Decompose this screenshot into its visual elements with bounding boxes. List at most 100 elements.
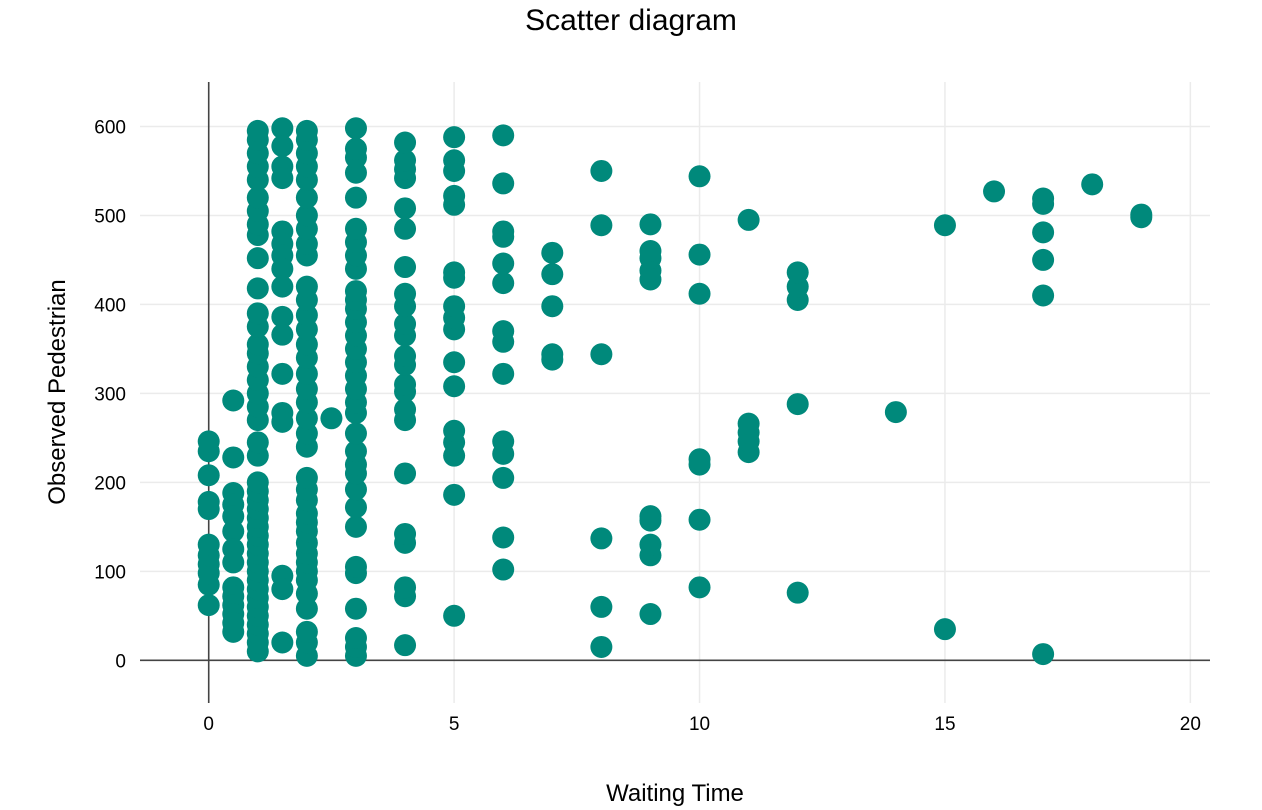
data-point bbox=[271, 410, 294, 433]
data-point bbox=[271, 135, 294, 158]
data-point bbox=[344, 161, 367, 184]
data-point bbox=[271, 578, 294, 601]
data-point bbox=[295, 422, 318, 445]
data-point bbox=[394, 131, 417, 154]
y-tick-label: 500 bbox=[94, 206, 126, 227]
data-point bbox=[786, 261, 809, 284]
data-point bbox=[394, 282, 417, 305]
data-point bbox=[197, 533, 220, 556]
data-point bbox=[443, 604, 466, 627]
data-point bbox=[394, 373, 417, 396]
data-point bbox=[737, 208, 760, 231]
data-point bbox=[541, 343, 564, 366]
data-point bbox=[590, 595, 613, 618]
data-point bbox=[443, 184, 466, 207]
data-point bbox=[443, 483, 466, 506]
data-point bbox=[271, 167, 294, 190]
data-point bbox=[222, 446, 245, 469]
data-point bbox=[394, 634, 417, 657]
data-point bbox=[344, 597, 367, 620]
data-point bbox=[394, 576, 417, 599]
data-point bbox=[295, 620, 318, 643]
data-point bbox=[394, 197, 417, 220]
data-point bbox=[394, 522, 417, 545]
data-point bbox=[688, 165, 711, 188]
data-point bbox=[320, 407, 343, 430]
data-point bbox=[639, 240, 662, 263]
data-point bbox=[737, 412, 760, 435]
data-point bbox=[492, 220, 515, 243]
data-point bbox=[688, 576, 711, 599]
data-point bbox=[541, 295, 564, 318]
data-point bbox=[394, 312, 417, 335]
data-point bbox=[639, 603, 662, 626]
data-point bbox=[590, 214, 613, 237]
x-tick-label: 0 bbox=[203, 714, 214, 735]
data-point bbox=[295, 275, 318, 298]
data-point bbox=[492, 320, 515, 343]
data-point bbox=[1130, 203, 1153, 226]
data-point bbox=[222, 551, 245, 574]
data-point bbox=[1032, 221, 1055, 244]
data-point bbox=[222, 505, 245, 528]
data-point bbox=[295, 466, 318, 489]
y-tick-label: 300 bbox=[94, 384, 126, 405]
data-point bbox=[1032, 284, 1055, 307]
data-point bbox=[222, 520, 245, 543]
y-tick-label: 200 bbox=[94, 473, 126, 494]
y-tick-label: 0 bbox=[115, 651, 126, 672]
data-point bbox=[394, 462, 417, 485]
data-point bbox=[271, 275, 294, 298]
data-point bbox=[246, 431, 269, 454]
data-point bbox=[246, 277, 269, 300]
data-point bbox=[246, 119, 269, 142]
data-point bbox=[1032, 187, 1055, 210]
data-point bbox=[492, 272, 515, 295]
data-point bbox=[933, 618, 956, 641]
data-point bbox=[197, 490, 220, 513]
data-point bbox=[246, 302, 269, 325]
data-point bbox=[295, 362, 318, 385]
data-point bbox=[344, 515, 367, 538]
data-point bbox=[344, 478, 367, 501]
data-point bbox=[688, 448, 711, 471]
data-point bbox=[1032, 248, 1055, 271]
data-point bbox=[1032, 643, 1055, 666]
data-point bbox=[344, 496, 367, 519]
data-point bbox=[492, 252, 515, 275]
data-point bbox=[541, 241, 564, 264]
x-tick-label: 10 bbox=[689, 714, 710, 735]
data-point bbox=[492, 362, 515, 385]
data-point bbox=[884, 401, 907, 424]
data-point bbox=[394, 256, 417, 279]
data-point bbox=[639, 505, 662, 528]
data-point bbox=[246, 471, 269, 494]
data-point bbox=[271, 362, 294, 385]
data-point bbox=[295, 333, 318, 356]
data-point bbox=[295, 204, 318, 227]
data-point bbox=[344, 280, 367, 303]
data-point bbox=[639, 213, 662, 236]
chart-title: Scatter diagram bbox=[525, 4, 737, 37]
y-tick-label: 100 bbox=[94, 562, 126, 583]
data-point bbox=[271, 631, 294, 654]
data-point bbox=[271, 305, 294, 328]
data-point bbox=[344, 186, 367, 209]
data-point bbox=[344, 117, 367, 140]
data-point bbox=[492, 558, 515, 581]
data-point bbox=[786, 581, 809, 604]
data-point bbox=[492, 526, 515, 549]
data-point bbox=[443, 126, 466, 149]
data-point bbox=[246, 186, 269, 209]
data-point bbox=[295, 304, 318, 327]
data-point bbox=[639, 533, 662, 556]
data-point bbox=[295, 377, 318, 400]
data-point bbox=[295, 407, 318, 430]
data-point bbox=[492, 124, 515, 147]
data-point bbox=[344, 422, 367, 445]
data-point bbox=[933, 214, 956, 237]
data-point bbox=[1081, 173, 1104, 196]
data-point bbox=[246, 333, 269, 356]
data-point bbox=[344, 217, 367, 240]
data-point bbox=[222, 389, 245, 412]
